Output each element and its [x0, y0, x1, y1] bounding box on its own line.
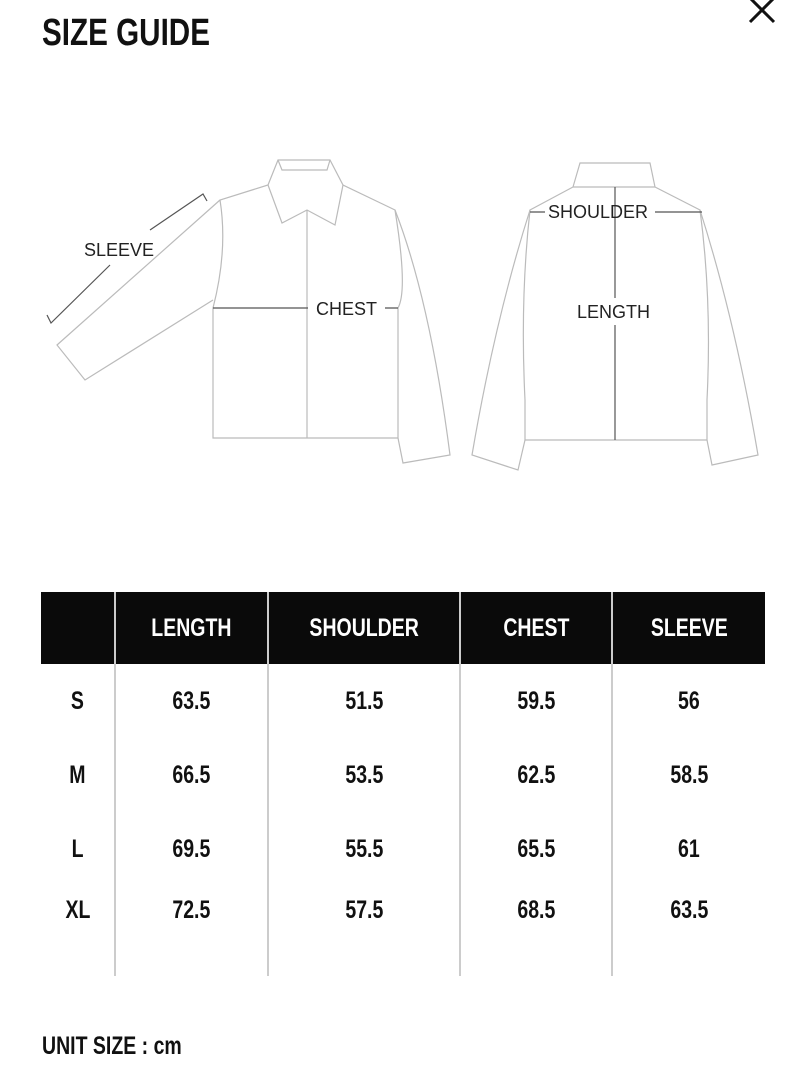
- length-cell: 69.5: [114, 812, 268, 886]
- header-chest: CHEST: [459, 592, 612, 664]
- chest-cell: 59.5: [459, 664, 612, 738]
- shoulder-cell: 51.5: [267, 664, 460, 738]
- sleeve-cell: 56: [611, 664, 765, 738]
- sleeve-cell: 63.5: [611, 886, 765, 976]
- size-table: LENGTH SHOULDER CHEST SLEEVE S 63.5 51.5…: [41, 592, 765, 976]
- table-header-row: LENGTH SHOULDER CHEST SLEEVE: [41, 592, 765, 664]
- shoulder-label: SHOULDER: [548, 202, 648, 222]
- size-cell: M: [69, 760, 86, 789]
- header-sleeve: SLEEVE: [611, 592, 765, 664]
- length-cell: 72.5: [114, 886, 268, 976]
- chest-cell: 62.5: [459, 738, 612, 812]
- length-cell: 63.5: [114, 664, 268, 738]
- shoulder-cell: 57.5: [267, 886, 460, 976]
- close-button[interactable]: [744, 0, 780, 28]
- size-cell: L: [71, 834, 84, 863]
- close-icon: [748, 0, 776, 24]
- back-jacket-drawing: [471, 162, 759, 471]
- header-shoulder: SHOULDER: [267, 592, 460, 664]
- shoulder-cell: 55.5: [267, 812, 460, 886]
- front-jacket-drawing: [56, 159, 451, 464]
- garment-diagram: SLEEVE CHEST SHOULDER LENGTH: [46, 159, 759, 471]
- unit-note: UNIT SIZE : cm: [42, 1032, 182, 1060]
- table-row: M 66.5 53.5 62.5 58.5: [41, 738, 765, 812]
- page-title: SIZE GUIDE: [42, 12, 210, 54]
- chest-cell: 68.5: [459, 886, 612, 976]
- header-size: [41, 592, 115, 664]
- size-cell: XL: [65, 896, 90, 924]
- chest-cell: 65.5: [459, 812, 612, 886]
- shoulder-cell: 53.5: [267, 738, 460, 812]
- chest-label: CHEST: [316, 299, 377, 319]
- sleeve-cell: 58.5: [611, 738, 765, 812]
- table-row: L 69.5 55.5 65.5 61: [41, 812, 765, 886]
- sleeve-label: SLEEVE: [84, 240, 154, 260]
- table-row: S 63.5 51.5 59.5 56: [41, 664, 765, 738]
- table-row: XL 72.5 57.5 68.5 63.5: [41, 886, 765, 976]
- sleeve-cell: 61: [611, 812, 765, 886]
- size-cell: S: [70, 686, 85, 715]
- length-label: LENGTH: [577, 302, 650, 322]
- length-cell: 66.5: [114, 738, 268, 812]
- header-length: LENGTH: [114, 592, 268, 664]
